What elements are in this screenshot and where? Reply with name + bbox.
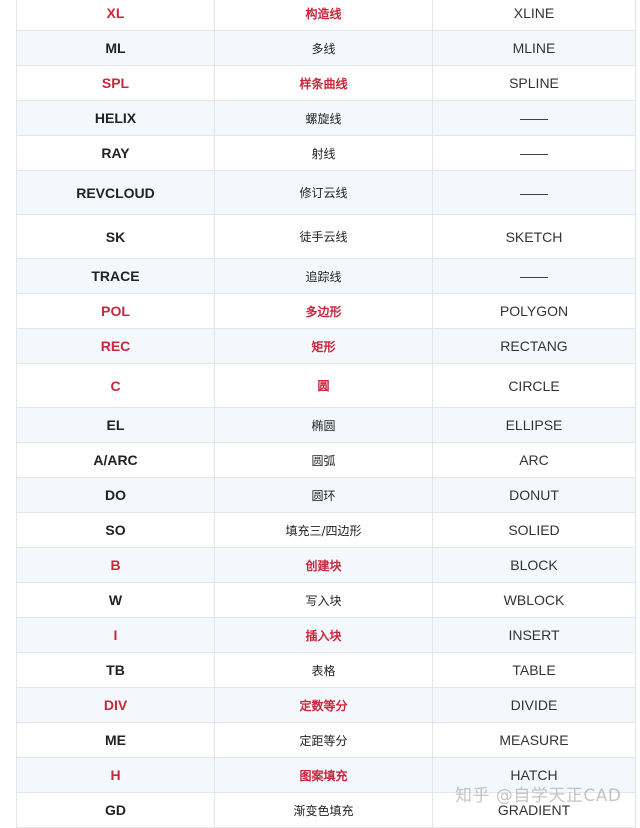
table-row: RAY 射线 —— (16, 135, 636, 171)
command-name-cell: 定数等分 (214, 687, 433, 723)
command-name-cell: 多边形 (214, 293, 433, 329)
command-name-cell: 圆 (214, 363, 433, 408)
table-row: ME 定距等分 MEASURE (16, 722, 636, 758)
command-shortcut-cell: W (16, 582, 215, 618)
command-shortcut-cell: SK (16, 214, 215, 259)
table-row: HELIX 螺旋线 —— (16, 100, 636, 136)
command-table: XL 构造线 XLINE ML 多线 MLINE SPL 样条曲线 SPLINE HELIX 螺旋线… (16, 0, 636, 828)
command-shortcut-cell: EL (16, 407, 215, 443)
command-full-cell: SKETCH (432, 214, 636, 259)
table-row: EL 椭圆 ELLIPSE (16, 407, 636, 443)
table-row: DO 圆环 DONUT (16, 477, 636, 513)
command-name-cell: 构造线 (214, 0, 433, 31)
command-name-cell: 图案填充 (214, 757, 433, 793)
table-row: ML 多线 MLINE (16, 30, 636, 66)
command-full-cell: —— (432, 100, 636, 136)
table-row: TRACE 追踪线 —— (16, 258, 636, 294)
table-row: POL 多边形 POLYGON (16, 293, 636, 329)
table-row: REVCLOUD 修订云线 —— (16, 170, 636, 215)
table-row: B 创建块 BLOCK (16, 547, 636, 583)
command-full-cell: RECTANG (432, 328, 636, 364)
command-name-cell: 徒手云线 (214, 214, 433, 259)
command-name-cell: 射线 (214, 135, 433, 171)
command-shortcut-cell: RAY (16, 135, 215, 171)
table-row: SPL 样条曲线 SPLINE (16, 65, 636, 101)
command-shortcut-cell: HELIX (16, 100, 215, 136)
command-full-cell: GRADIENT (432, 792, 636, 828)
command-full-cell: DONUT (432, 477, 636, 513)
command-shortcut-cell: DIV (16, 687, 215, 723)
command-name-cell: 矩形 (214, 328, 433, 364)
command-shortcut-cell: ME (16, 722, 215, 758)
command-shortcut-cell: SO (16, 512, 215, 548)
command-shortcut-cell: H (16, 757, 215, 793)
command-full-cell: ARC (432, 442, 636, 478)
table-row: TB 表格 TABLE (16, 652, 636, 688)
command-shortcut-cell: REVCLOUD (16, 170, 215, 215)
command-full-cell: SPLINE (432, 65, 636, 101)
table-row: SK 徒手云线 SKETCH (16, 214, 636, 259)
table-row: SO 填充三/四边形 SOLIED (16, 512, 636, 548)
command-name-cell: 表格 (214, 652, 433, 688)
command-name-cell: 样条曲线 (214, 65, 433, 101)
command-name-cell: 渐变色填充 (214, 792, 433, 828)
table-row: DIV 定数等分 DIVIDE (16, 687, 636, 723)
command-name-cell: 圆弧 (214, 442, 433, 478)
command-full-cell: HATCH (432, 757, 636, 793)
command-shortcut-cell: A/ARC (16, 442, 215, 478)
command-shortcut-cell: XL (16, 0, 215, 31)
command-full-cell: SOLIED (432, 512, 636, 548)
command-name-cell: 螺旋线 (214, 100, 433, 136)
command-full-cell: CIRCLE (432, 363, 636, 408)
command-shortcut-cell: GD (16, 792, 215, 828)
command-full-cell: INSERT (432, 617, 636, 653)
command-name-cell: 插入块 (214, 617, 433, 653)
command-shortcut-cell: TRACE (16, 258, 215, 294)
table-row: GD 渐变色填充 GRADIENT (16, 792, 636, 828)
command-full-cell: —— (432, 135, 636, 171)
table-row: C 圆 CIRCLE (16, 363, 636, 408)
table-row: REC 矩形 RECTANG (16, 328, 636, 364)
command-name-cell: 填充三/四边形 (214, 512, 433, 548)
command-name-cell: 圆环 (214, 477, 433, 513)
command-full-cell: —— (432, 170, 636, 215)
command-full-cell: MLINE (432, 30, 636, 66)
command-shortcut-cell: B (16, 547, 215, 583)
command-full-cell: ELLIPSE (432, 407, 636, 443)
command-full-cell: WBLOCK (432, 582, 636, 618)
table-row: XL 构造线 XLINE (16, 0, 636, 31)
table-row: I 插入块 INSERT (16, 617, 636, 653)
command-name-cell: 椭圆 (214, 407, 433, 443)
command-name-cell: 修订云线 (214, 170, 433, 215)
command-full-cell: BLOCK (432, 547, 636, 583)
command-full-cell: MEASURE (432, 722, 636, 758)
command-shortcut-cell: TB (16, 652, 215, 688)
command-name-cell: 多线 (214, 30, 433, 66)
table-row: W 写入块 WBLOCK (16, 582, 636, 618)
table-row: A/ARC 圆弧 ARC (16, 442, 636, 478)
command-full-cell: TABLE (432, 652, 636, 688)
table-row: H 图案填充 HATCH (16, 757, 636, 793)
command-full-cell: —— (432, 258, 636, 294)
command-full-cell: DIVIDE (432, 687, 636, 723)
command-name-cell: 创建块 (214, 547, 433, 583)
command-shortcut-cell: C (16, 363, 215, 408)
command-shortcut-cell: SPL (16, 65, 215, 101)
command-shortcut-cell: REC (16, 328, 215, 364)
command-shortcut-cell: ML (16, 30, 215, 66)
command-shortcut-cell: POL (16, 293, 215, 329)
command-shortcut-cell: I (16, 617, 215, 653)
command-full-cell: POLYGON (432, 293, 636, 329)
command-name-cell: 写入块 (214, 582, 433, 618)
command-full-cell: XLINE (432, 0, 636, 31)
command-shortcut-cell: DO (16, 477, 215, 513)
command-name-cell: 定距等分 (214, 722, 433, 758)
command-name-cell: 追踪线 (214, 258, 433, 294)
